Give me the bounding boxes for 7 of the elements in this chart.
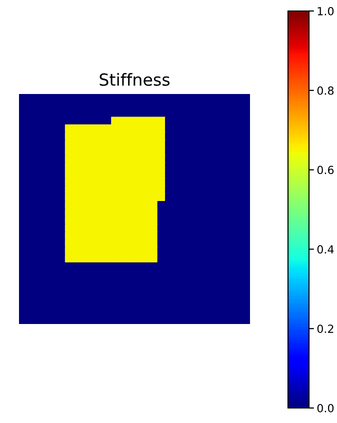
color-bar-label: 1.0	[318, 6, 334, 16]
color-bar-label: 0.6	[317, 166, 334, 174]
color-bar-label: 0.2	[317, 324, 334, 333]
color-bar-label: 0.0	[317, 404, 334, 412]
color-bar-label: 0.4	[317, 245, 334, 254]
chart-title: Stiffness	[100, 73, 170, 86]
color-bar-label: 0.8	[317, 86, 334, 95]
